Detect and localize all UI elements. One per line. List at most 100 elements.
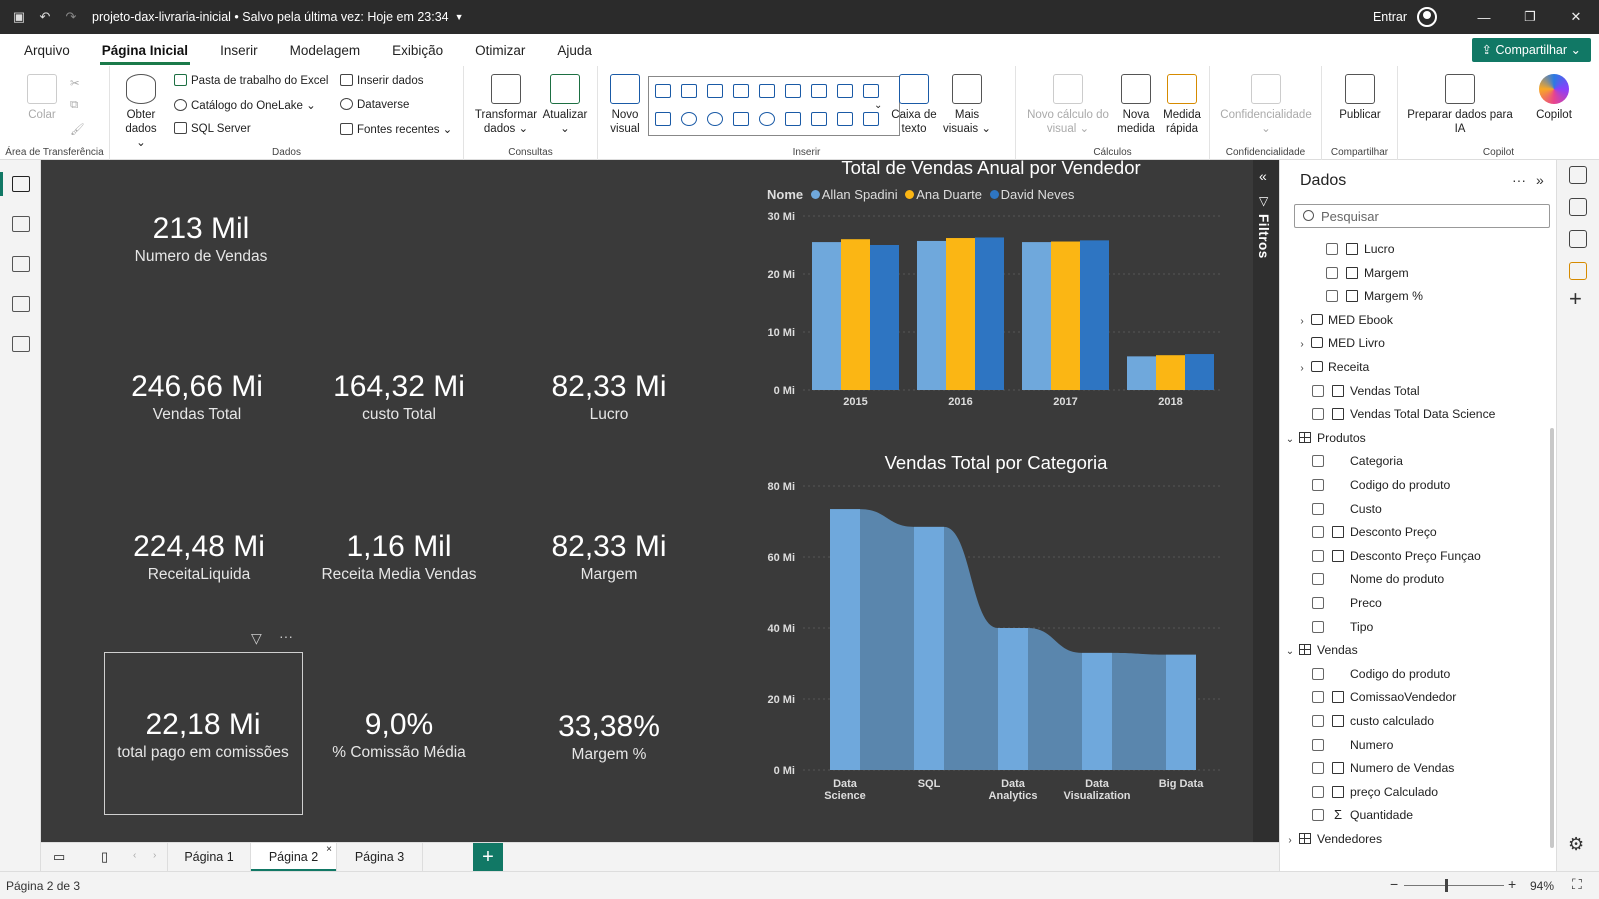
new-measure-button[interactable]: Nova medida [1116, 74, 1156, 136]
chevron-right-icon[interactable]: › [1288, 835, 1292, 846]
ribbon-band[interactable] [944, 526, 998, 770]
field-item[interactable]: Lucro [1326, 238, 1395, 260]
avatar[interactable] [1417, 7, 1437, 27]
kpi-card[interactable]: 246,66 Mi Vendas Total [97, 370, 297, 424]
close-icon[interactable]: ✕ [1570, 9, 1582, 24]
kpi-card[interactable]: 82,33 Mi Lucro [509, 370, 709, 424]
fit-page-icon[interactable]: ⛶ [1572, 876, 1582, 892]
kpi-card[interactable]: 9,0% % Comissão Média [299, 708, 499, 762]
field-item[interactable]: Categoria [1312, 450, 1403, 472]
undo-icon[interactable]: ↶ [39, 9, 51, 24]
field-checkbox[interactable] [1312, 738, 1324, 751]
bar[interactable] [946, 238, 975, 390]
filter-icon[interactable]: ▽ [251, 630, 262, 646]
map-icon[interactable] [759, 112, 775, 126]
kpi-card[interactable]: 224,48 Mi ReceitaLiquida [89, 530, 309, 584]
chart-legend[interactable]: Nome Allan Spadini Ana Duarte David Neve… [767, 187, 1074, 202]
onelake-button[interactable]: Catálogo do OneLake ⌄ [174, 98, 316, 112]
gear-icon[interactable]: ⚙ [1568, 834, 1585, 854]
gauge-icon[interactable] [785, 112, 801, 126]
add-page-button[interactable]: + [473, 843, 503, 872]
redo-icon[interactable]: ↷ [65, 9, 77, 24]
kpi-card[interactable]: 22,18 Mi total pago em comissões [103, 708, 303, 762]
field-checkbox[interactable] [1312, 667, 1324, 680]
more-visuals-button[interactable]: Mais visuais ⌄ [942, 74, 992, 136]
publish-button[interactable]: Publicar [1330, 74, 1390, 122]
field-item[interactable]: Margem % [1326, 285, 1423, 307]
field-checkbox[interactable] [1326, 243, 1338, 255]
field-item[interactable]: Numero de Vendas [1312, 757, 1454, 779]
field-checkbox[interactable] [1312, 691, 1324, 704]
folder-node[interactable]: › MED Livro [1296, 332, 1385, 354]
quick-measure-button[interactable]: Medida rápida [1160, 74, 1204, 136]
field-checkbox[interactable] [1312, 573, 1324, 586]
table-node[interactable]: ⌄ Produtos [1284, 427, 1366, 449]
field-item[interactable]: preço Calculado [1312, 781, 1438, 803]
scroll-right-icon[interactable]: › [153, 850, 157, 861]
field-item[interactable]: Nome do produto [1312, 568, 1444, 590]
chevron-down-icon[interactable]: ⌄ [1285, 433, 1295, 445]
report-view-icon[interactable] [12, 176, 30, 192]
bar[interactable] [1051, 241, 1080, 390]
field-item[interactable]: Custo [1312, 498, 1382, 520]
table-visual-icon[interactable] [837, 112, 853, 126]
save-icon[interactable]: ▣ [12, 9, 26, 24]
field-checkbox[interactable] [1326, 266, 1338, 279]
zoom-slider-thumb[interactable] [1445, 879, 1448, 892]
tab-pagina-2[interactable]: Página 2 × [251, 843, 337, 872]
paste-button[interactable]: Colar [22, 74, 62, 122]
bar[interactable] [1166, 654, 1196, 770]
model-view-icon[interactable] [12, 256, 30, 272]
mobile-layout-icon[interactable]: ▯ [101, 849, 109, 864]
share-button[interactable]: ⇪ Compartilhar ⌄ [1471, 38, 1591, 62]
tab-ajuda[interactable]: Ajuda [557, 42, 592, 58]
bar[interactable] [1127, 356, 1156, 390]
tab-pagina-1[interactable]: Página 1 [167, 843, 251, 872]
add-pane-icon[interactable]: + [1569, 286, 1582, 311]
tab-modelagem[interactable]: Modelagem [289, 42, 361, 58]
new-visual-button[interactable]: Novo visual [606, 74, 644, 136]
field-item[interactable]: Tipo [1312, 616, 1373, 638]
gallery-chevron-down-icon[interactable]: ⌄ [874, 100, 883, 111]
kpi-card[interactable]: 1,16 Mil Receita Media Vendas [289, 530, 509, 584]
matrix-icon[interactable] [863, 112, 879, 126]
bar[interactable] [975, 237, 1004, 390]
data-icon[interactable] [1569, 166, 1587, 184]
card-icon[interactable] [811, 112, 827, 126]
donut-chart-icon[interactable] [707, 112, 723, 126]
table-node[interactable]: ⌄ Vendas [1284, 639, 1358, 661]
file-menu-chevron-icon[interactable]: ▼ [454, 12, 464, 22]
field-item[interactable]: Vendas Total Data Science [1312, 403, 1495, 425]
field-item[interactable]: ComissaoVendedor [1312, 686, 1456, 708]
bar[interactable] [1080, 240, 1109, 390]
100-column-icon[interactable] [785, 84, 801, 98]
transform-data-button[interactable]: Transformar dados ⌄ [474, 74, 538, 136]
field-checkbox[interactable] [1312, 408, 1324, 421]
zoom-slider[interactable] [1404, 885, 1504, 886]
kpi-card[interactable]: 213 Mil Numero de Vendas [101, 212, 301, 266]
dataverse-button[interactable]: Dataverse [340, 98, 409, 111]
field-item[interactable]: Desconto Preço Funçao [1312, 545, 1481, 567]
ribbon-band[interactable] [1112, 652, 1166, 770]
kpi-card[interactable]: 82,33 Mi Margem [509, 530, 709, 584]
more-options-icon[interactable]: ··· [1512, 172, 1526, 188]
dax-query-view-icon[interactable] [12, 296, 30, 312]
tab-arquivo[interactable]: Arquivo [24, 42, 70, 58]
folder-node[interactable]: › Receita [1296, 356, 1369, 378]
zoom-in-icon[interactable]: + [1508, 876, 1517, 892]
field-item[interactable]: Codigo do produto [1312, 474, 1450, 496]
sql-server-button[interactable]: SQL Server [174, 122, 251, 135]
folder-node[interactable]: › MED Ebook [1296, 309, 1393, 331]
ribbon-band[interactable] [1028, 628, 1082, 770]
field-item[interactable]: Codigo do produto [1312, 663, 1450, 685]
field-checkbox[interactable] [1312, 526, 1324, 539]
tab-otimizar[interactable]: Otimizar [475, 42, 526, 58]
refresh-button[interactable]: Atualizar ⌄ [540, 74, 590, 136]
field-item[interactable]: Vendas Total [1312, 380, 1420, 402]
bar[interactable] [1185, 354, 1214, 390]
format-visual-icon[interactable] [1569, 198, 1587, 216]
kpi-card[interactable]: 33,38% Margem % [509, 710, 709, 764]
build-visual-icon[interactable] [1569, 230, 1587, 248]
collapse-pane-icon[interactable]: » [1536, 172, 1544, 188]
